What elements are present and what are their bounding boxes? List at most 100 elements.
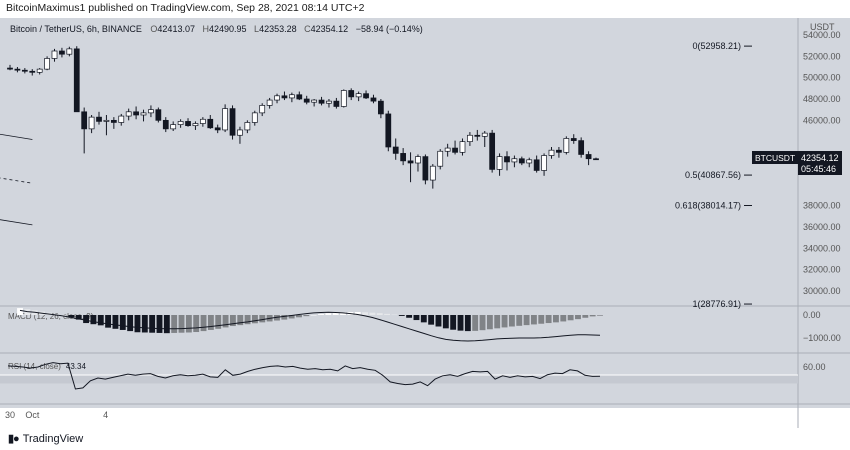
macd-bar: [567, 315, 574, 321]
high-value: 42490.95: [209, 24, 247, 34]
candle-body: [355, 93, 362, 98]
trading-chart[interactable]: Bitcoin / TetherUS, 6h, BINANCE O42413.0…: [0, 18, 850, 428]
rsi-tick-label: 60.00: [803, 362, 826, 372]
candle-body: [110, 119, 117, 123]
price-tick-label: 50000.00: [803, 73, 841, 83]
macd-bar: [112, 315, 119, 329]
candle-body: [467, 134, 473, 143]
candle-body: [118, 115, 125, 123]
fib-level-label: 0.618(38014.17): [675, 201, 741, 211]
last-price-value: 42354.12: [801, 153, 839, 163]
candle-body: [452, 147, 458, 153]
macd-bar: [303, 315, 310, 317]
candle-body: [489, 132, 496, 170]
price-axis[interactable]: 54000.00 52000.00 50000.00 48000.00 46000.00…: [803, 30, 841, 296]
candle-body: [125, 111, 132, 117]
candle-body: [496, 156, 503, 170]
candlestick-series: [7, 46, 599, 189]
macd-bar: [428, 315, 435, 325]
candle-body: [185, 121, 191, 127]
candle-body: [274, 95, 280, 101]
date-tick-label: 4: [103, 410, 108, 420]
date-tick-label: Oct: [25, 410, 40, 420]
macd-bar: [237, 315, 244, 326]
candle-body: [363, 93, 369, 99]
macd-bar: [597, 315, 603, 316]
candle-body: [303, 98, 310, 103]
candle-body: [214, 127, 221, 131]
candle-body: [563, 138, 570, 153]
candle-body: [548, 149, 555, 156]
candle-body: [14, 68, 21, 71]
candle-body: [162, 119, 169, 130]
macd-bar: [134, 315, 141, 333]
macd-bar: [450, 315, 457, 330]
date-tick-label: 30: [5, 410, 15, 420]
macd-bar: [141, 315, 148, 333]
macd-bar: [362, 312, 368, 315]
macd-tick-label: 0.00: [803, 310, 821, 320]
candle-body: [570, 138, 577, 141]
candle-body: [504, 156, 510, 163]
tradingview-footer[interactable]: ▮● TradingView: [8, 432, 83, 446]
candle-body: [429, 165, 436, 181]
macd-bar: [384, 313, 391, 315]
candle-body: [511, 158, 518, 163]
candle-body: [170, 124, 177, 130]
macd-bar: [193, 315, 200, 333]
candle-body: [29, 70, 36, 73]
macd-axis: 0.00 −1000.00: [803, 310, 841, 343]
macd-histogram: [17, 308, 603, 334]
candle-body: [66, 48, 73, 55]
macd-bar: [215, 315, 222, 329]
fib-level-label: 0(52958.21): [692, 41, 741, 51]
low-value: 42353.28: [259, 24, 297, 34]
price-tick-label: 38000.00: [803, 201, 841, 211]
fibonacci-levels[interactable]: 0(52958.21) 0.5(40867.56) 0.618(38014.17) 1…: [675, 41, 752, 309]
candle-body: [259, 105, 266, 114]
macd-bar: [97, 315, 104, 326]
candle-body: [318, 99, 325, 104]
candle-body: [207, 118, 214, 129]
macd-bar: [538, 315, 545, 324]
macd-bar: [479, 315, 486, 331]
price-tick-label: 32000.00: [803, 265, 841, 275]
candle-body: [222, 108, 228, 131]
macd-bar: [391, 314, 398, 316]
time-axis[interactable]: 30691316202327Oct4: [0, 410, 108, 420]
macd-bar: [244, 315, 251, 325]
last-price-symbol: BTCUSDT: [755, 153, 795, 163]
candle-body: [392, 146, 399, 154]
macd-bar: [207, 315, 214, 330]
macd-bar: [464, 315, 471, 332]
macd-bar: [68, 315, 75, 318]
last-price-countdown: 05:45:46: [801, 164, 836, 174]
candle-body: [96, 116, 102, 122]
macd-bar: [575, 315, 581, 320]
macd-bar: [354, 312, 361, 315]
candle-body: [59, 50, 65, 55]
rsi-current-value: 43.34: [66, 362, 87, 371]
macd-bar: [501, 315, 508, 328]
macd-bar: [332, 312, 339, 315]
candle-body: [340, 90, 347, 107]
candle-body: [237, 129, 243, 136]
candle-body: [73, 48, 80, 113]
macd-bar: [288, 315, 295, 319]
tradingview-logo-icon: ▮●: [8, 433, 20, 445]
macd-bar: [582, 315, 589, 318]
candle-body: [533, 159, 540, 171]
macd-bar: [61, 315, 67, 316]
macd-bar: [457, 315, 464, 331]
candle-body: [266, 99, 273, 106]
macd-bar: [178, 315, 185, 333]
fib-level-label: 0.5(40867.56): [685, 170, 741, 180]
symbol-info-line: Bitcoin / TetherUS, 6h, BINANCE O42413.0…: [10, 24, 423, 34]
close-value: 42354.12: [311, 24, 349, 34]
macd-bar: [442, 315, 449, 329]
candle-body: [459, 141, 466, 153]
macd-bar: [553, 315, 559, 323]
macd-bar: [340, 312, 346, 315]
candle-body: [155, 109, 162, 121]
rsi-axis: 60.00: [803, 362, 826, 372]
